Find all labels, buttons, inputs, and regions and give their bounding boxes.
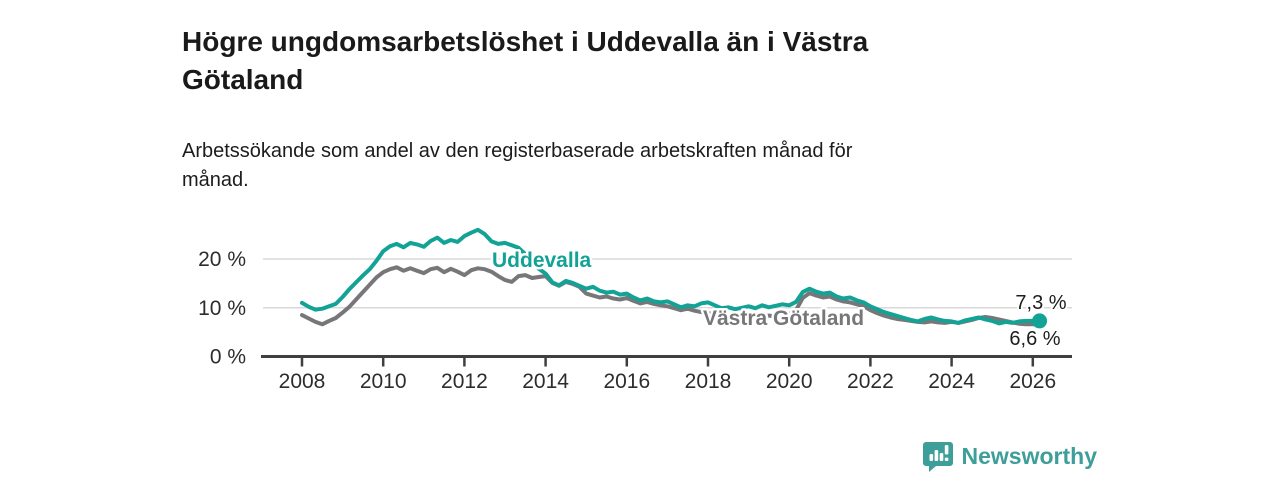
newsworthy-logo-icon bbox=[922, 442, 953, 472]
chart-subtitle: Arbetssökande som andel av den registerb… bbox=[182, 137, 1082, 195]
y-tick-label-10: 10 % bbox=[198, 297, 246, 320]
x-tick-label-2018: 2018 bbox=[685, 370, 732, 393]
newsworthy-brand-text: Newsworthy bbox=[961, 443, 1097, 469]
chart-subtitle-line1: Arbetssökande som andel av den registerb… bbox=[182, 140, 853, 162]
newsworthy-logo: Newsworthy bbox=[922, 441, 1097, 472]
x-tick-label-2010: 2010 bbox=[360, 370, 407, 393]
x-tick-label-2024: 2024 bbox=[928, 370, 975, 393]
page-title-line2: Götaland bbox=[182, 63, 304, 95]
x-tick-label-2014: 2014 bbox=[522, 370, 569, 393]
page-title: Högre ungdomsarbetslöshet i Uddevalla än… bbox=[182, 23, 1082, 99]
series-line-uddevalla bbox=[300, 227, 1042, 326]
series-end-dot bbox=[1032, 313, 1048, 329]
end-value-label-0: 7,3 % bbox=[1015, 292, 1066, 314]
bar-chart-glyph bbox=[929, 445, 948, 461]
x-tick-label-2020: 2020 bbox=[766, 370, 813, 393]
x-tick-label-2022: 2022 bbox=[847, 370, 894, 393]
series-label-uddevalla: Uddevalla bbox=[492, 249, 592, 272]
x-tick-label-2026: 2026 bbox=[1009, 370, 1056, 393]
x-tick-label-2008: 2008 bbox=[279, 370, 326, 393]
series-line-v-stra-g-taland bbox=[300, 265, 1042, 327]
end-value-label-1: 6,6 % bbox=[1009, 328, 1060, 350]
series-label-v-stra-g-taland: Västra Götaland bbox=[703, 307, 864, 330]
chart-subtitle-line2: månad. bbox=[182, 169, 249, 191]
x-tick-label-2016: 2016 bbox=[603, 370, 650, 393]
x-tick-label-2012: 2012 bbox=[441, 370, 488, 393]
y-tick-label-20: 20 % bbox=[198, 248, 246, 271]
y-tick-label-0: 0 % bbox=[210, 346, 246, 369]
page-title-line1: Högre ungdomsarbetslöshet i Uddevalla än… bbox=[182, 25, 869, 57]
